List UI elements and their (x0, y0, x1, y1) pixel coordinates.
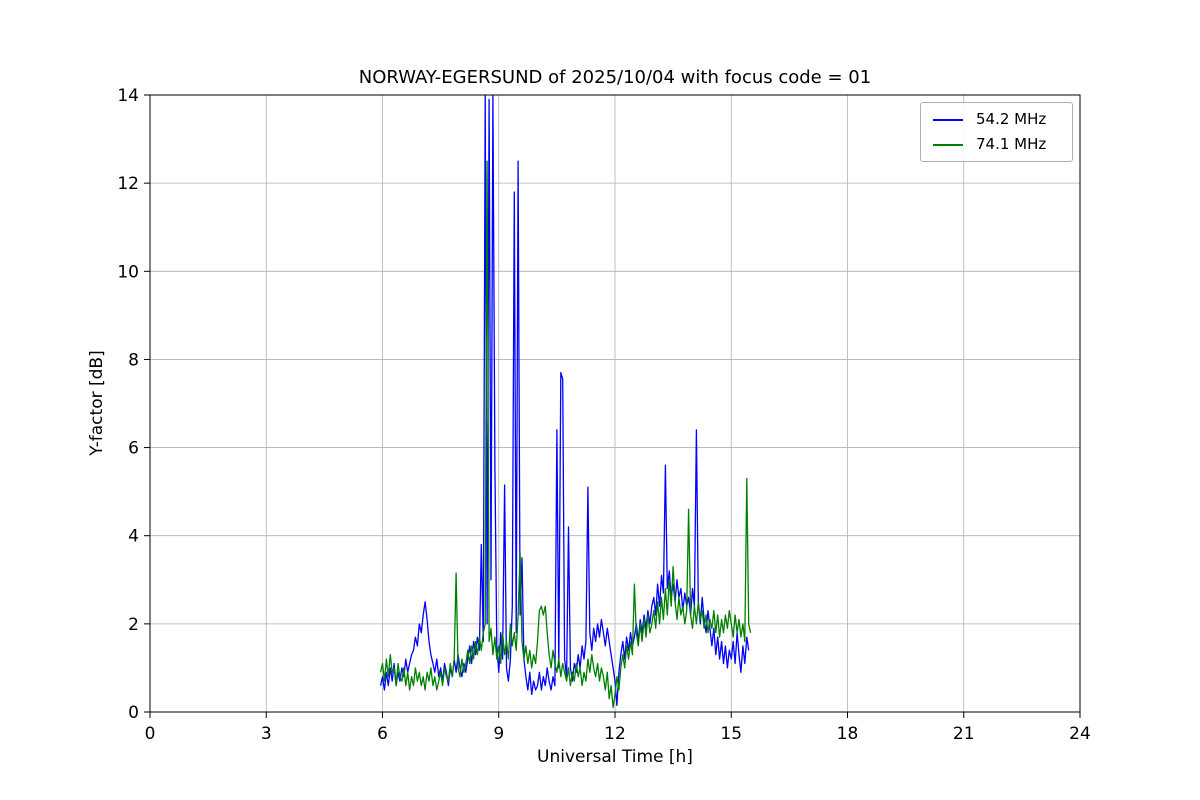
legend-line-swatch (933, 143, 963, 146)
legend-item: 74.1 MHz (931, 136, 1062, 153)
series-line-1 (379, 160, 752, 709)
x-tick-label: 21 (953, 724, 975, 744)
x-tick-label: 18 (837, 724, 859, 744)
legend-item: 54.2 MHz (931, 111, 1062, 128)
x-tick-label: 3 (261, 724, 272, 744)
y-tick-label: 4 (128, 527, 139, 547)
y-tick-label: 8 (128, 350, 139, 370)
x-tick-label: 15 (720, 724, 742, 744)
legend-label: 54.2 MHz (976, 110, 1047, 128)
legend-line-swatch (933, 118, 963, 121)
y-tick-label: 12 (117, 174, 139, 194)
chart-title: NORWAY-EGERSUND of 2025/10/04 with focus… (358, 67, 872, 88)
y-tick-label: 0 (128, 703, 139, 723)
x-axis-label: Universal Time [h] (537, 747, 693, 767)
y-tick-label: 10 (117, 262, 139, 282)
x-tick-label: 9 (493, 724, 504, 744)
x-tick-label: 24 (1069, 724, 1091, 744)
y-tick-label: 6 (128, 439, 139, 459)
legend-label: 74.1 MHz (976, 135, 1047, 153)
y-tick-label: 2 (128, 615, 139, 635)
legend: 54.2 MHz 74.1 MHz (920, 102, 1073, 162)
x-tick-label: 0 (145, 724, 156, 744)
x-tick-label: 12 (604, 724, 626, 744)
x-tick-label: 6 (377, 724, 388, 744)
y-tick-label: 14 (117, 86, 139, 106)
